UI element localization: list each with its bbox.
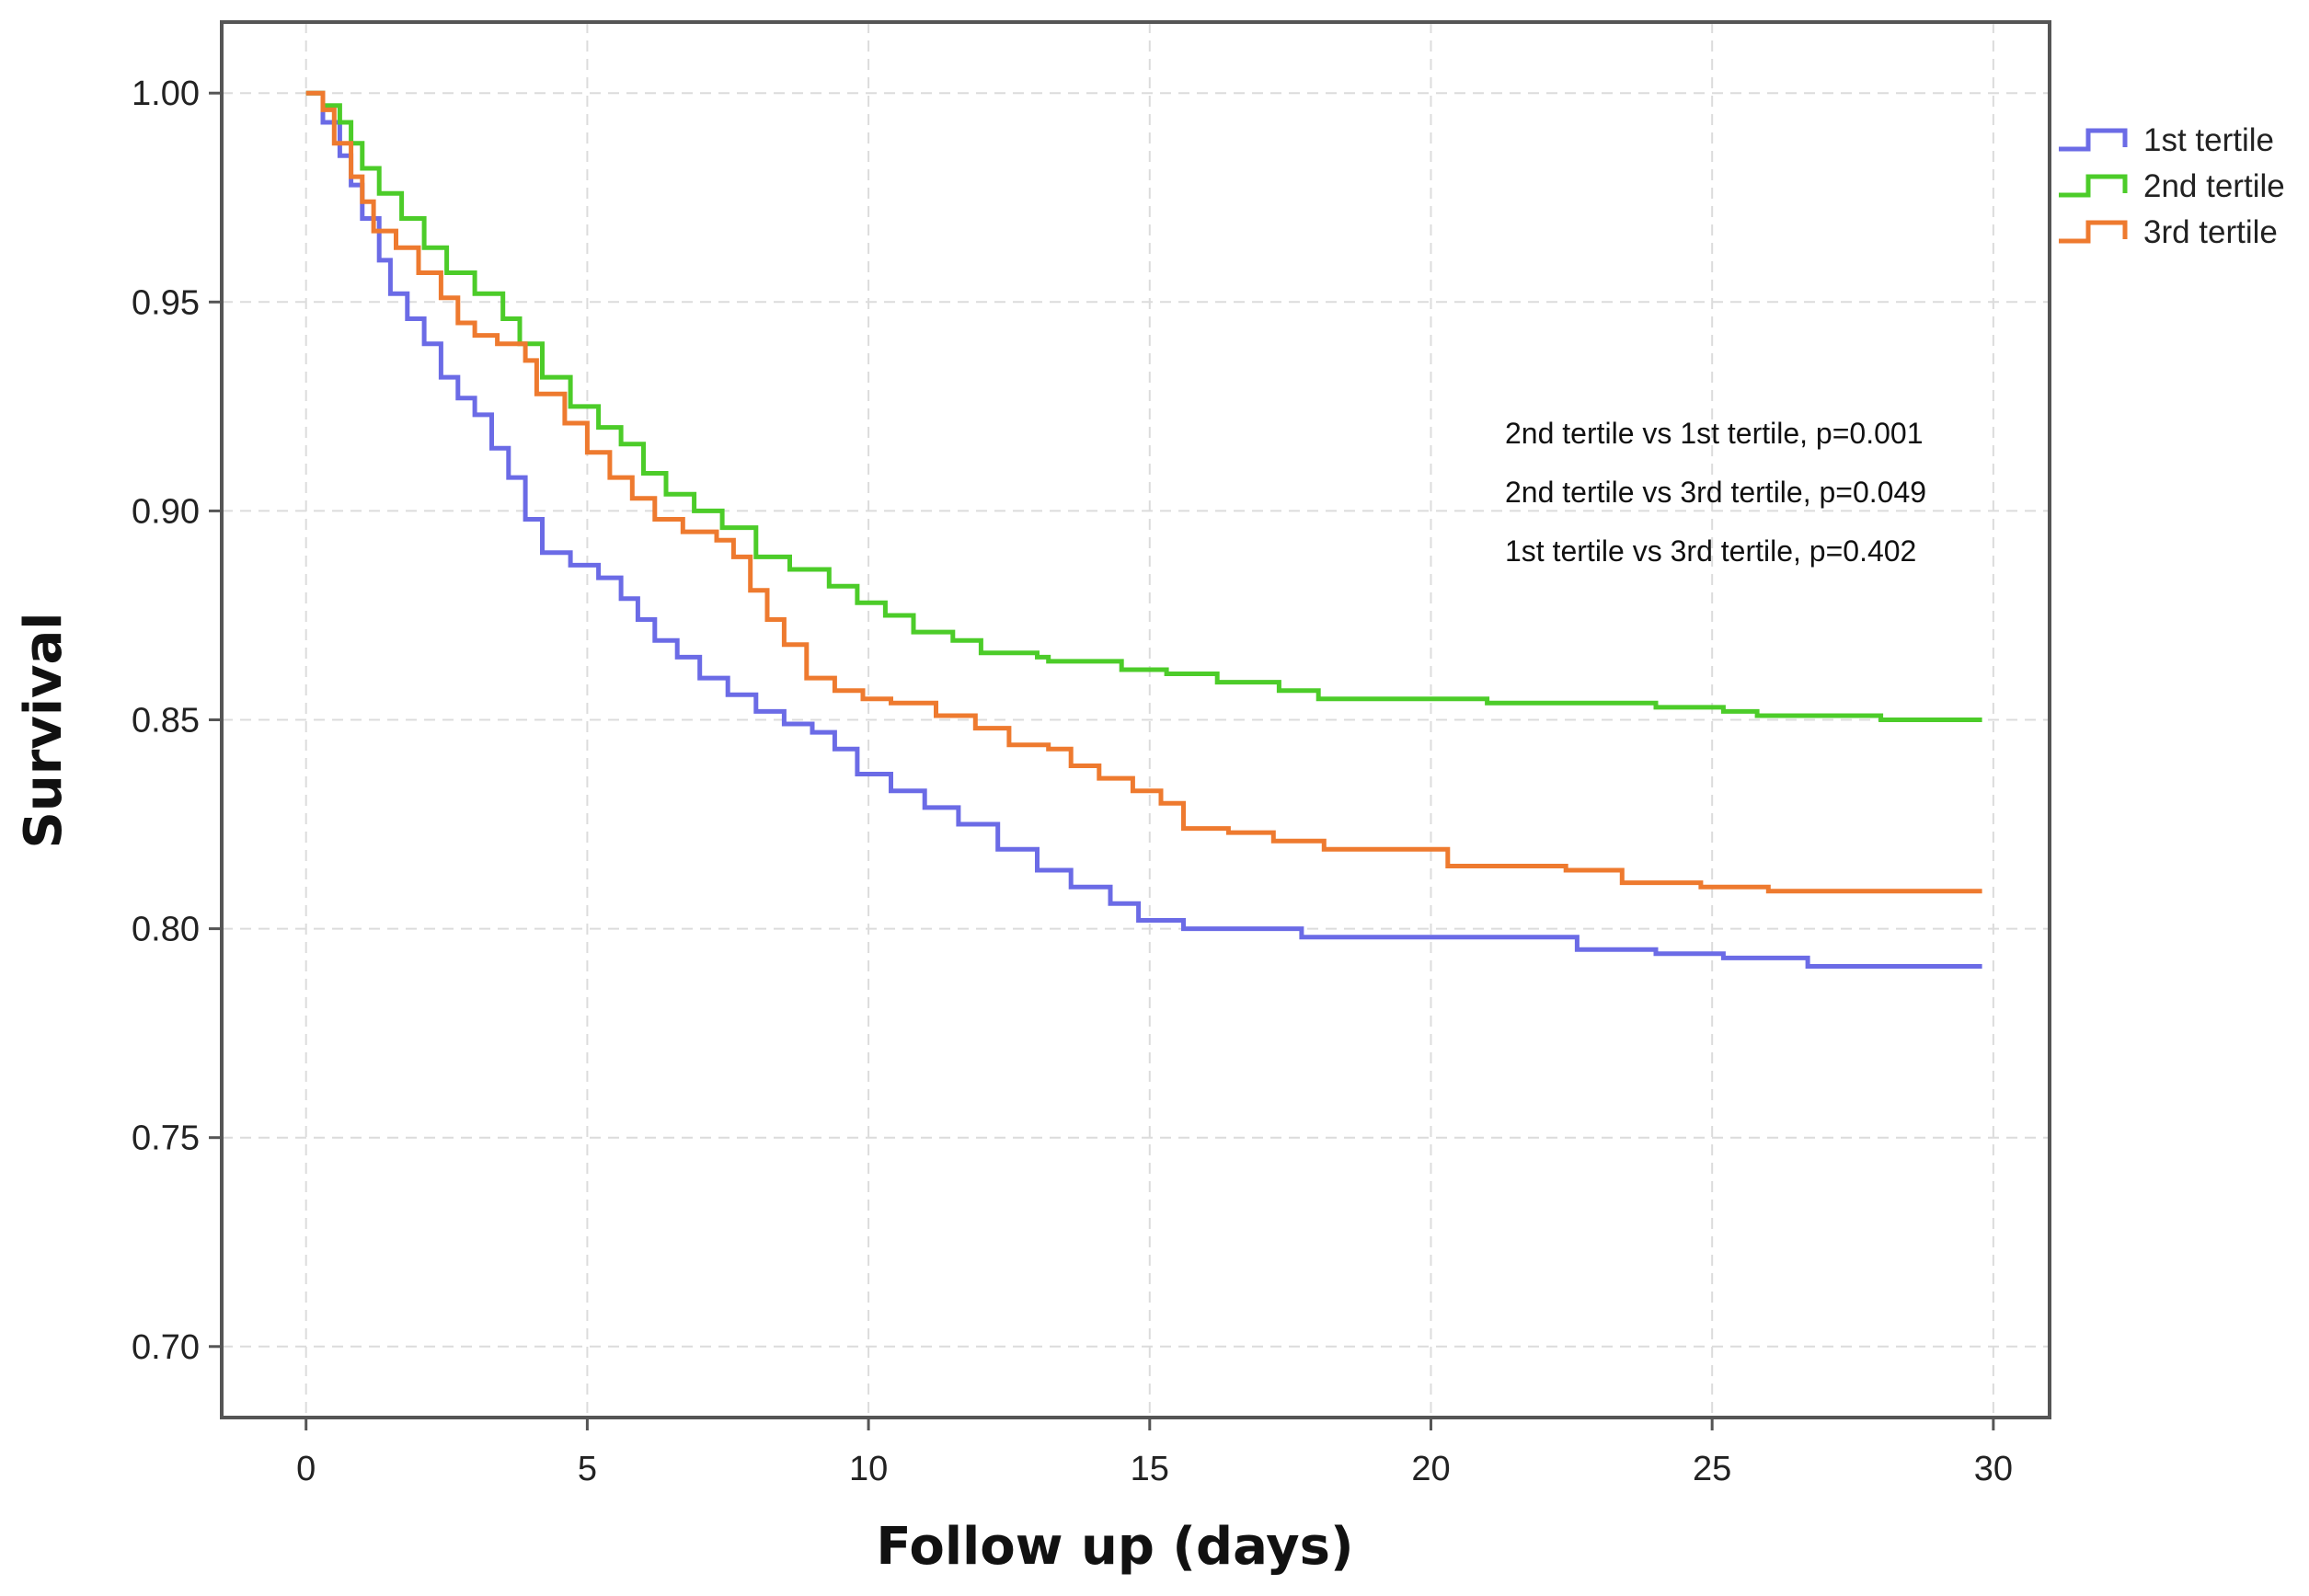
survival-curve-1st-tertile: [305, 90, 1982, 969]
annotation-1st-vs-3rd: 1st tertile vs 3rd tertile, p=0.402: [1505, 534, 1916, 568]
legend-label-2nd-tertile: 2nd tertile: [2143, 168, 2285, 204]
axis-ticks: 0 5 10 15 20 25 30 0.70 0.75 0.80 0.85 0.90 0.95 1.00: [132, 75, 2013, 1488]
x-axis-title: Follow up (days): [876, 1517, 1353, 1577]
legend-entry-1st-tertile: 1st tertile: [2059, 122, 2274, 158]
y-tick-label: 0.85: [132, 702, 200, 741]
survival-curve-3rd-tertile: [305, 90, 1982, 894]
legend-swatch-2nd-tertile: [2059, 174, 2128, 198]
legend-label-3rd-tertile: 3rd tertile: [2143, 214, 2278, 250]
legend: 1st tertile 2nd tertile 3rd tertile: [2059, 122, 2285, 250]
y-axis-title: Survival: [14, 612, 74, 848]
legend-swatch-1st-tertile: [2059, 128, 2128, 152]
survival-curves: [305, 90, 1982, 969]
annotation-2nd-vs-1st: 2nd tertile vs 1st tertile, p=0.001: [1505, 417, 1923, 450]
legend-swatch-3rd-tertile: [2059, 220, 2128, 244]
y-tick-label: 0.75: [132, 1119, 200, 1158]
annotation-2nd-vs-3rd: 2nd tertile vs 3rd tertile, p=0.049: [1505, 476, 1926, 509]
x-tick-label: 0: [296, 1450, 316, 1488]
legend-entry-2nd-tertile: 2nd tertile: [2059, 168, 2285, 204]
x-tick-label: 5: [578, 1450, 597, 1488]
legend-label-1st-tertile: 1st tertile: [2143, 122, 2274, 158]
legend-entry-3rd-tertile: 3rd tertile: [2059, 214, 2278, 250]
y-tick-label: 0.90: [132, 492, 200, 531]
y-tick-label: 0.80: [132, 911, 200, 949]
y-tick-label: 0.95: [132, 283, 200, 322]
x-tick-label: 20: [1411, 1450, 1450, 1488]
x-tick-label: 10: [849, 1450, 888, 1488]
y-tick-label: 1.00: [132, 75, 200, 113]
x-tick-label: 15: [1131, 1450, 1169, 1488]
p-value-annotations: 2nd tertile vs 1st tertile, p=0.001 2nd …: [1505, 417, 1926, 568]
x-tick-label: 30: [1974, 1450, 2013, 1488]
y-tick-label: 0.70: [132, 1328, 200, 1367]
survival-curve-2nd-tertile: [305, 90, 1982, 722]
x-tick-label: 25: [1693, 1450, 1731, 1488]
